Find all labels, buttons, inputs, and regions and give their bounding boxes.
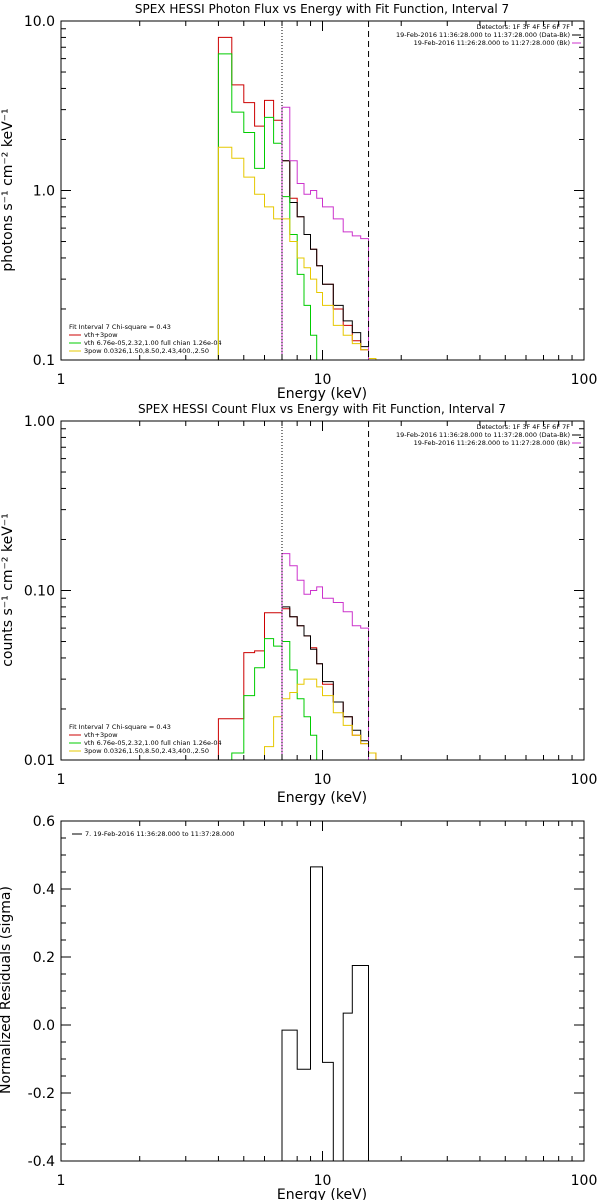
info-block: Detectors: 1F 3F 4F 5F 6F 7F19-Feb-2016 … [396,23,581,47]
photon-flux-panel: SPEX HESSI Photon Flux vs Energy with Fi… [0,2,597,402]
x-tick-label: 100 [571,772,598,788]
fit-line: Fit Interval 7 Chi-square = 0.43 [69,323,171,331]
x-tick-label: 1 [57,772,66,788]
series-1-step-line [281,606,369,760]
x-tick-label: 1 [57,1173,66,1189]
count-flux-panel: SPEX HESSI Count Flux vs Energy with Fit… [0,402,597,806]
legend: 7. 19-Feb-2016 11:36:28.000 to 11:37:28.… [72,830,234,838]
y-tick-label: -0.2 [28,1086,55,1102]
x-axis-label: Energy (keV) [277,1187,367,1200]
fit-line: Fit Interval 7 Chi-square = 0.43 [69,723,171,731]
info-line: 19-Feb-2016 11:36:28.000 to 11:37:28.000… [396,31,570,39]
y-tick-label: 0.0 [33,1018,55,1034]
x-tick-label: 10 [314,772,332,788]
x-tick-label: 100 [571,372,598,388]
series-3-step-line [254,678,377,761]
y-tick-label: 1.00 [24,414,55,430]
x-tick-label: 10 [314,1173,332,1189]
fit-info-block: Fit Interval 7 Chi-square = 0.43vth+3pow… [69,723,222,755]
series-3-step-line [217,146,377,360]
series-1-step-line [281,160,369,360]
residuals-panel: Energy (keV) Normalized Residuals (sigma… [0,814,597,1200]
series-2-step-line [231,638,323,761]
y-axis-label: photons s⁻¹ cm⁻² keV⁻¹ [0,108,16,271]
fit-line: 3pow 0.0326,1.50,8.50,2.43,400.,2.50 [84,747,209,755]
y-tick-label: -0.4 [28,1154,55,1170]
series-0-step-line [281,866,369,1162]
series-0-step-line [217,36,376,361]
info-line: Detectors: 1F 3F 4F 5F 6F 7F [476,23,570,31]
y-tick-label: 10.0 [24,14,55,30]
series-4-step-line [281,106,369,360]
plot-frame [60,20,585,361]
panel-title: SPEX HESSI Photon Flux vs Energy with Fi… [135,2,509,16]
fit-line: vth 6.76e-05,2.32,1.00 full chian 1.26e-… [84,339,222,347]
info-line: Detectors: 1F 3F 4F 5F 6F 7F [476,423,570,431]
info-block: Detectors: 1F 3F 4F 5F 6F 7F19-Feb-2016 … [396,423,581,447]
panel-title: SPEX HESSI Count Flux vs Energy with Fit… [138,402,506,416]
x-tick-label: 1 [57,372,66,388]
x-tick-label: 10 [314,372,332,388]
x-axis-label: Energy (keV) [277,790,367,806]
y-tick-label: 0.6 [33,814,55,830]
y-tick-label: 0.10 [24,584,55,600]
fit-line: vth+3pow [84,331,118,339]
fit-line: vth 6.76e-05,2.32,1.00 full chian 1.26e-… [84,739,222,747]
x-tick-label: 100 [571,1173,598,1189]
fit-line: vth+3pow [84,731,118,739]
legend-label: 7. 19-Feb-2016 11:36:28.000 to 11:37:28.… [85,830,234,838]
fit-info-block: Fit Interval 7 Chi-square = 0.43vth+3pow… [69,323,222,355]
series-4-step-line [281,553,369,760]
y-axis-label: Normalized Residuals (sigma) [0,886,14,1094]
info-line: 19-Feb-2016 11:36:28.000 to 11:37:28.000… [396,431,570,439]
info-line: 19-Feb-2016 11:26:28.000 to 11:27:28.000… [414,39,570,47]
y-axis-label: counts s⁻¹ cm⁻² keV⁻¹ [0,513,16,667]
fit-line: 3pow 0.0326,1.50,8.50,2.43,400.,2.50 [84,347,209,355]
y-tick-label: 0.01 [24,753,55,769]
y-tick-label: 1.0 [33,184,55,200]
y-tick-label: 0.2 [33,950,55,966]
y-tick-label: 0.4 [33,882,55,898]
info-line: 19-Feb-2016 11:26:28.000 to 11:27:28.000… [414,439,570,447]
x-axis-label: Energy (keV) [277,386,367,402]
y-tick-label: 0.1 [33,353,55,369]
